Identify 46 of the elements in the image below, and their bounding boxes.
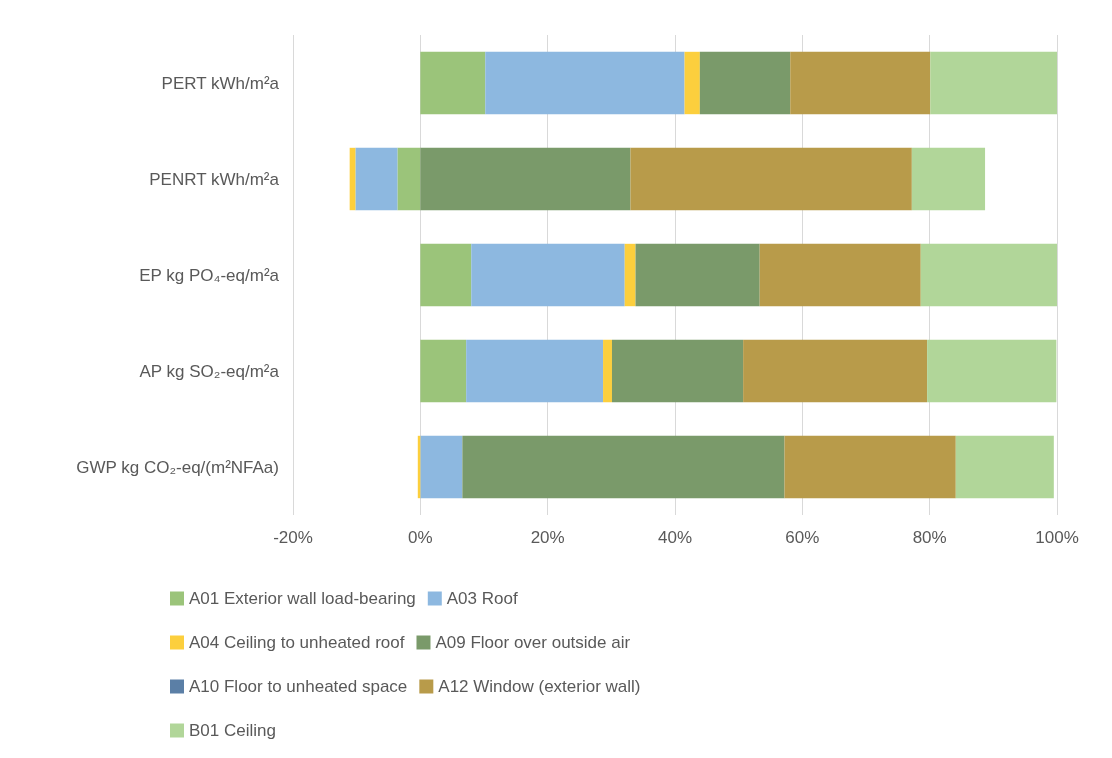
legend-label: A01 Exterior wall load-bearing	[189, 589, 416, 608]
legend-label: A03 Roof	[446, 589, 518, 608]
bar	[955, 435, 1054, 499]
x-tick-label: 20%	[530, 528, 565, 547]
x-tick-label: 60%	[785, 528, 820, 547]
bar	[630, 147, 912, 211]
bar	[911, 147, 986, 211]
bar	[603, 339, 612, 403]
x-tick-label: 40%	[657, 528, 693, 547]
legend-label: A12 Window (exterior wall)	[438, 677, 641, 696]
bar	[920, 243, 1057, 307]
legend-label: A04 Ceiling to unheated roof	[189, 633, 405, 652]
bar	[790, 51, 931, 115]
x-tick-label: -20%	[273, 528, 313, 547]
bar	[684, 51, 700, 115]
bar	[471, 243, 625, 307]
bar	[355, 147, 398, 211]
bar	[927, 339, 1057, 403]
y-tick-label: GWP kg CO₂-eq/(m²NFAa)	[76, 457, 279, 477]
y-tick-label: EP kg PO₄-eq/m²a	[139, 265, 280, 285]
bar	[397, 147, 421, 211]
bar	[466, 339, 604, 403]
bar	[420, 147, 631, 211]
x-tick-label: 100%	[1035, 528, 1079, 547]
bar	[930, 51, 1057, 115]
bar	[420, 435, 463, 499]
legend-label: B01 Ceiling	[189, 721, 276, 740]
bar	[611, 339, 744, 403]
legend-label: A10 Floor to unheated space	[189, 677, 408, 696]
x-tick-label: 0%	[408, 528, 433, 547]
x-tick-label: 80%	[912, 528, 947, 547]
bar	[759, 243, 921, 307]
y-tick-label: AP kg SO₂-eq/m²a	[139, 361, 280, 381]
bar	[784, 435, 956, 499]
bar	[624, 243, 636, 307]
y-tick-label: PERT kWh/m²a	[161, 73, 280, 93]
y-tick-label: PENRT kWh/m²a	[149, 169, 280, 189]
bar	[420, 243, 472, 307]
bar	[462, 435, 785, 499]
bar	[635, 243, 760, 307]
bar	[485, 51, 685, 115]
bar	[420, 339, 467, 403]
bar	[743, 339, 928, 403]
bar	[420, 51, 486, 115]
bar	[699, 51, 791, 115]
legend-label: A09 Floor over outside air	[435, 633, 631, 652]
